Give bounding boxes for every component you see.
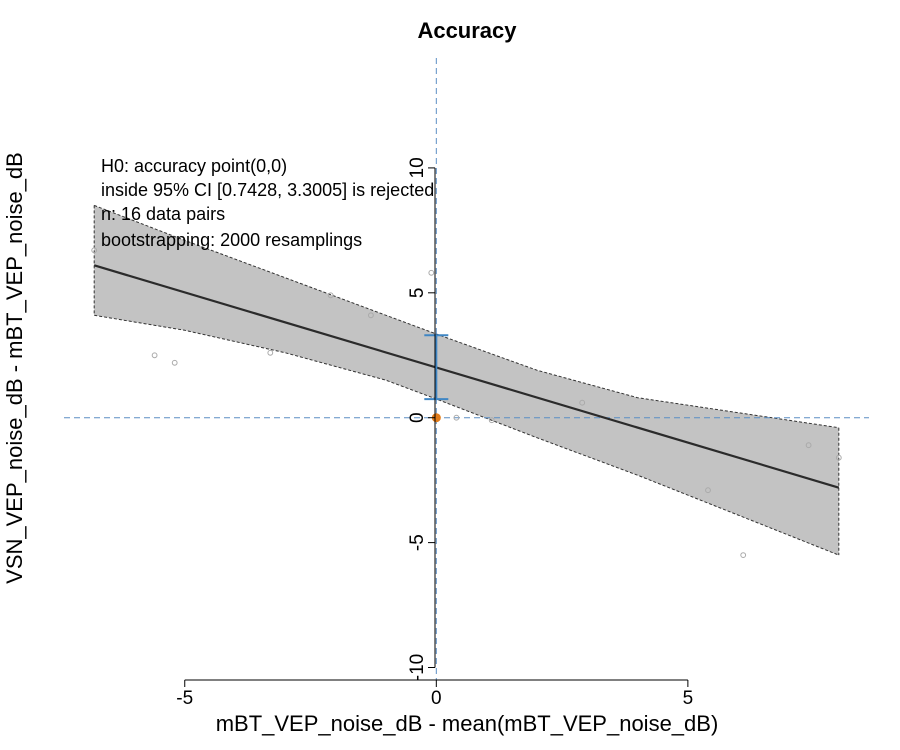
y-axis-label: VSN_VEP_noise_dB - mBT_VEP_noise_dB [2,152,27,584]
data-point [579,399,586,406]
x-axis-label: mBT_VEP_noise_dB - mean(mBT_VEP_noise_dB… [216,711,719,736]
confidence-band-layer [93,204,840,556]
data-point [171,359,178,366]
data-point [740,552,747,558]
y-tick-label: 0 [407,412,428,423]
data-point [368,312,374,319]
annotation-block: H0: accuracy point(0,0) inside 95% CI [0… [101,156,434,250]
accuracy-ci-layer [424,334,449,423]
annotation-line-2: inside 95% CI [0.7428, 3.3005] is reject… [101,180,434,200]
h0-accuracy-point [431,413,441,423]
annotation-line-3: n: 16 data pairs [101,204,225,224]
confidence-band [94,205,839,556]
x-tick-label: 5 [683,688,694,709]
y-tick-label: 5 [407,288,428,299]
data-point [91,247,98,254]
annotation-line-4: bootstrapping: 2000 resamplings [101,230,362,250]
data-point [488,417,495,424]
y-tick-label: -10 [407,654,428,681]
annotation-line-1: H0: accuracy point(0,0) [101,156,287,176]
data-point [453,414,460,421]
regression-line [93,264,840,489]
y-tick-label: 10 [407,157,428,178]
data-points-layer [91,247,842,558]
data-point [428,269,435,276]
y-tick-label: -5 [407,534,428,551]
x-tick-label: 0 [431,688,442,709]
data-point [835,454,842,461]
x-tick-label: -5 [176,688,193,709]
regression-layer [93,264,840,489]
data-point [327,292,334,299]
data-point [705,487,711,494]
data-point [805,442,812,449]
axes-layer: -5 0 5 -10 -5 0 5 10 [176,157,693,709]
chart-title: Accuracy [417,18,517,43]
data-point [267,349,274,356]
data-point [151,352,158,359]
